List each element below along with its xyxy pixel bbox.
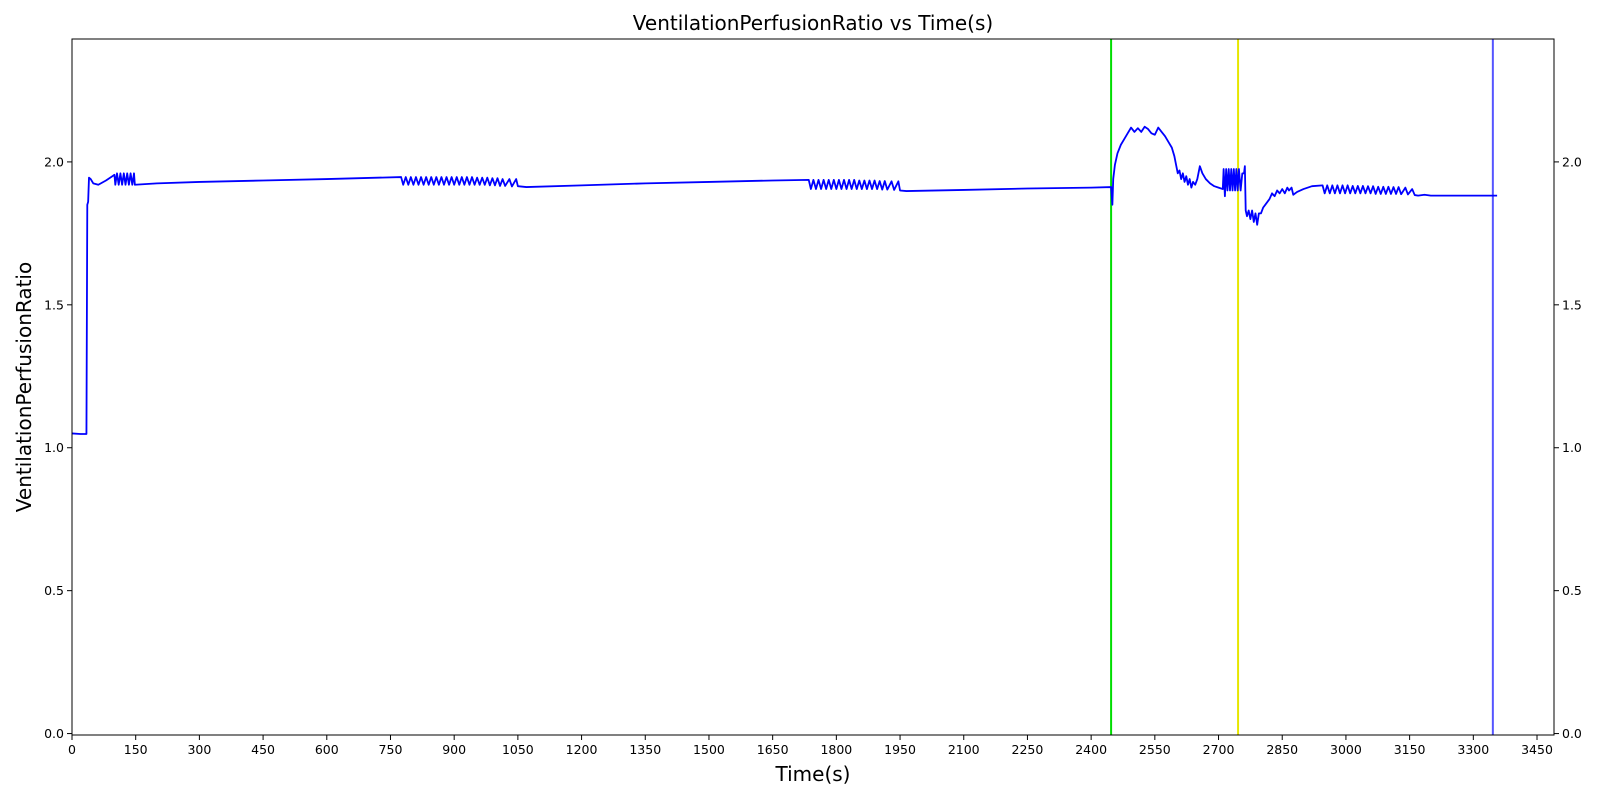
x-tick-label: 3450 — [1521, 742, 1553, 757]
x-tick-label: 1950 — [884, 742, 916, 757]
x-tick-label: 300 — [187, 742, 211, 757]
x-tick-label: 600 — [315, 742, 339, 757]
x-tick-label: 450 — [251, 742, 275, 757]
y-tick-label-left: 0.0 — [44, 726, 64, 741]
x-tick-label: 1800 — [820, 742, 852, 757]
y-tick-label-left: 1.0 — [44, 440, 64, 455]
y-axis-right: 0.0 0.5 1.0 1.5 2.0 — [1554, 154, 1582, 741]
y-tick-label-left: 1.5 — [44, 297, 64, 312]
y-tick-label-right: 1.5 — [1562, 297, 1582, 312]
y-axis-left: 0.0 0.5 1.0 1.5 2.0 — [44, 154, 72, 741]
y-tick-label-left: 0.5 — [44, 583, 64, 598]
x-tick-label: 1350 — [629, 742, 661, 757]
x-tick-label: 3150 — [1394, 742, 1426, 757]
x-tick-label: 1650 — [757, 742, 789, 757]
y-tick-label-right: 2.0 — [1562, 154, 1582, 169]
x-tick-label: 2850 — [1266, 742, 1298, 757]
x-tick-label: 3000 — [1330, 742, 1362, 757]
plot-frame — [71, 38, 1555, 736]
x-tick-label: 1200 — [566, 742, 598, 757]
x-tick-label: 150 — [124, 742, 148, 757]
x-tick-label: 1050 — [502, 742, 534, 757]
x-axis-label: Time(s) — [775, 762, 851, 786]
x-tick-label: 3300 — [1457, 742, 1489, 757]
x-tick-label: 0 — [68, 742, 76, 757]
chart-title: VentilationPerfusionRatio vs Time(s) — [633, 11, 993, 35]
series-line-0 — [71, 125, 1498, 435]
x-tick-label: 750 — [379, 742, 403, 757]
x-tick-label: 2550 — [1139, 742, 1171, 757]
x-tick-label: 1500 — [693, 742, 725, 757]
series-layer — [71, 125, 1498, 435]
y-tick-label-right: 0.5 — [1562, 583, 1582, 598]
x-axis: 0 150 300 450 600 750 900 1050 1200 1350 1500 1650 1… — [68, 735, 1553, 757]
y-axis-label: VentilationPerfusionRatio — [12, 262, 36, 512]
x-tick-label: 2700 — [1203, 742, 1235, 757]
x-tick-label: 2400 — [1075, 742, 1107, 757]
vertical-marker-lines — [1110, 39, 1494, 735]
x-tick-label: 2250 — [1012, 742, 1044, 757]
y-tick-label-left: 2.0 — [44, 154, 64, 169]
plot-area-background — [72, 39, 1554, 735]
y-tick-label-right: 1.0 — [1562, 440, 1582, 455]
x-tick-label: 2100 — [948, 742, 980, 757]
y-tick-label-right: 0.0 — [1562, 726, 1582, 741]
x-tick-label: 900 — [442, 742, 466, 757]
